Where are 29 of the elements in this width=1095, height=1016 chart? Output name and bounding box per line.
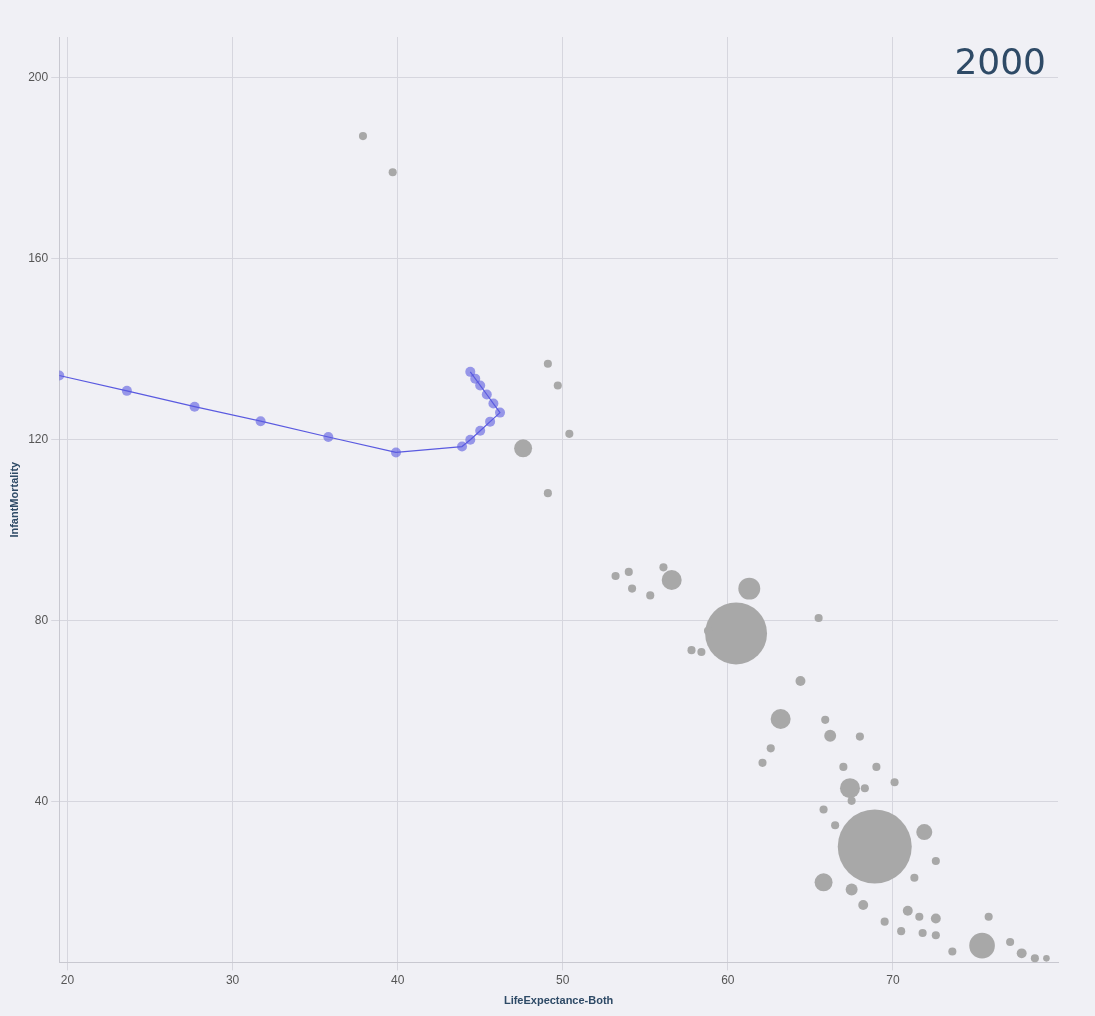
y-tick-label: 80 bbox=[34, 613, 49, 628]
point bbox=[475, 380, 486, 391]
annotation: 2000 bbox=[954, 41, 1046, 83]
x-tick-label: 20 bbox=[60, 972, 75, 987]
x-tick-label: 30 bbox=[225, 972, 240, 987]
point bbox=[481, 389, 492, 400]
point bbox=[189, 401, 200, 412]
point bbox=[323, 432, 334, 443]
point bbox=[255, 416, 266, 427]
point bbox=[457, 441, 468, 452]
y-axis-title: InfantMortality bbox=[7, 460, 20, 538]
point bbox=[465, 366, 476, 377]
point bbox=[121, 385, 132, 396]
point bbox=[495, 407, 506, 418]
x-tick-label: 60 bbox=[721, 972, 735, 987]
y-tick-label: 120 bbox=[28, 432, 49, 447]
y-tick-label: 160 bbox=[28, 251, 49, 266]
y-tick-label: 40 bbox=[34, 794, 49, 809]
x-axis-title: LifeExpectance-Both bbox=[503, 994, 614, 1007]
point bbox=[475, 425, 486, 436]
point bbox=[485, 416, 496, 427]
point bbox=[470, 373, 481, 384]
x-tick-label: 50 bbox=[556, 972, 570, 987]
x-tick-label: 40 bbox=[390, 972, 405, 987]
point bbox=[488, 398, 499, 409]
x-tick-label: 70 bbox=[886, 972, 900, 987]
point bbox=[391, 447, 401, 458]
y-tick-label: 200 bbox=[28, 70, 49, 85]
point bbox=[465, 434, 476, 445]
